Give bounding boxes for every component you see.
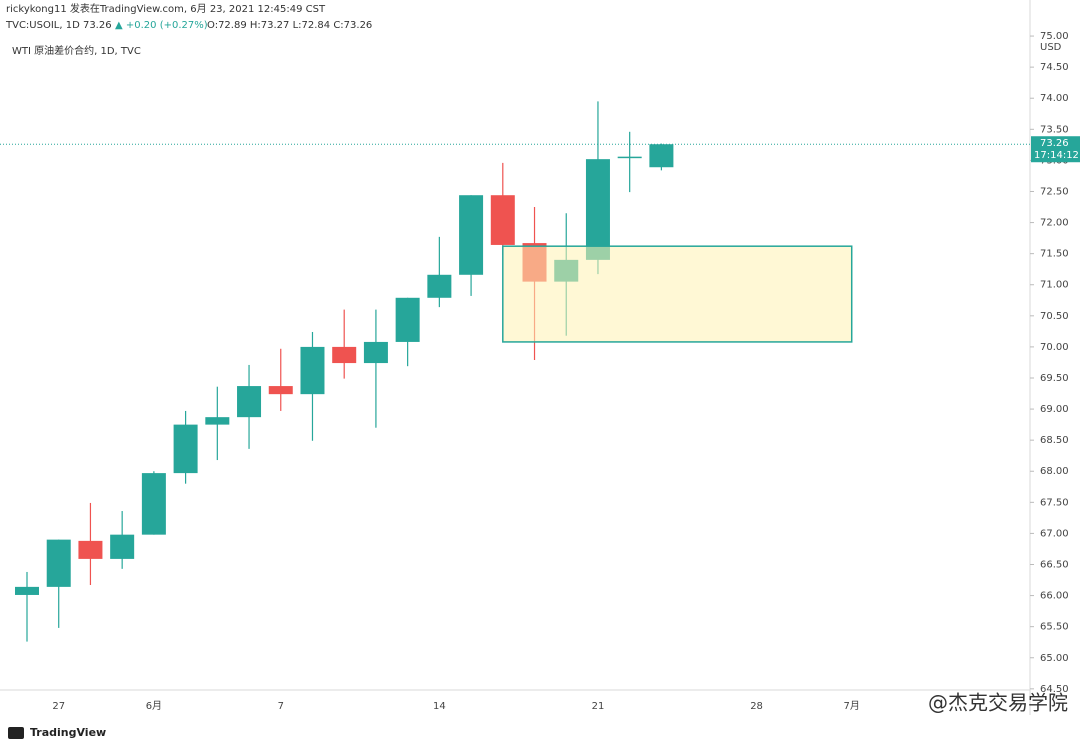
y-tick-label: 69.00 — [1040, 404, 1069, 415]
x-tick-label: 28 — [750, 701, 763, 712]
countdown: 17:14:12 — [1034, 150, 1079, 161]
y-tick-label: 64.50 — [1040, 684, 1069, 695]
currency: USD — [1040, 42, 1062, 53]
candle-body — [490, 195, 515, 245]
candle-body — [427, 274, 452, 298]
candle-body — [46, 539, 71, 587]
brand-logo — [8, 727, 24, 739]
last-price-box — [1031, 136, 1080, 163]
last-price-label: 73.26 — [1040, 138, 1069, 149]
legend: WTI 原油差价合约, 1D, TVC — [12, 44, 141, 57]
y-tick-label: 71.50 — [1040, 249, 1069, 260]
brand: TradingView — [30, 726, 106, 739]
candle-body — [15, 586, 39, 595]
ohlc: O:72.89 H:73.27 L:72.84 C:73.26 — [207, 20, 372, 31]
y-tick-label: 70.50 — [1040, 311, 1069, 322]
y-tick-label: 74.50 — [1040, 62, 1069, 73]
symbol: TVC:USOIL, 1D 73.26 — [5, 20, 112, 31]
x-tick-label: 21 — [592, 701, 605, 712]
candle-body — [173, 424, 198, 474]
candle-body — [110, 534, 135, 559]
candle-body — [237, 386, 262, 418]
x-tick-label: 7 — [278, 701, 284, 712]
y-tick-label: 69.50 — [1040, 373, 1069, 384]
y-tick-label: 68.00 — [1040, 466, 1069, 477]
zone — [502, 245, 853, 343]
x-tick-label: 27 — [52, 701, 65, 712]
candle-body — [300, 346, 325, 395]
y-tick-label: 74.00 — [1040, 93, 1069, 104]
candle-body — [459, 195, 484, 275]
candle-body — [649, 144, 674, 168]
header-line: rickykong11 发表在TradingView.com, 6月 23, 2… — [6, 2, 326, 15]
candle-body — [617, 156, 642, 159]
y-tick-label: 72.50 — [1040, 186, 1069, 197]
x-tick-label: 6月 — [146, 700, 162, 712]
y-tick-label: 67.50 — [1040, 497, 1069, 508]
y-tick-label: 66.00 — [1040, 591, 1069, 602]
y-tick-label: 72.00 — [1040, 218, 1069, 229]
y-tick-label: 73.50 — [1040, 124, 1069, 135]
x-tick-label: 7月 — [844, 700, 860, 712]
candle-body — [78, 540, 103, 559]
y-tick-label: 75.00 — [1040, 31, 1069, 42]
y-tick-label: 71.00 — [1040, 280, 1069, 291]
candle-body — [585, 159, 610, 260]
watermark: @杰克交易学院 — [928, 691, 1068, 715]
change: ▲ +0.20 (+0.27%) — [115, 20, 208, 31]
y-tick-label: 68.50 — [1040, 435, 1069, 446]
candle-body — [141, 473, 166, 535]
candle-body — [395, 297, 420, 342]
y-tick-label: 65.50 — [1040, 622, 1069, 633]
y-tick-label: 70.00 — [1040, 342, 1069, 353]
candle-body — [268, 386, 293, 395]
candle-body — [205, 417, 230, 425]
y-tick-label: 65.00 — [1040, 653, 1069, 664]
candle-body — [363, 341, 388, 364]
candle-body — [332, 346, 357, 364]
y-tick-label: 67.00 — [1040, 528, 1069, 539]
x-tick-label: 14 — [433, 701, 446, 712]
y-tick-label: 66.50 — [1040, 559, 1069, 570]
